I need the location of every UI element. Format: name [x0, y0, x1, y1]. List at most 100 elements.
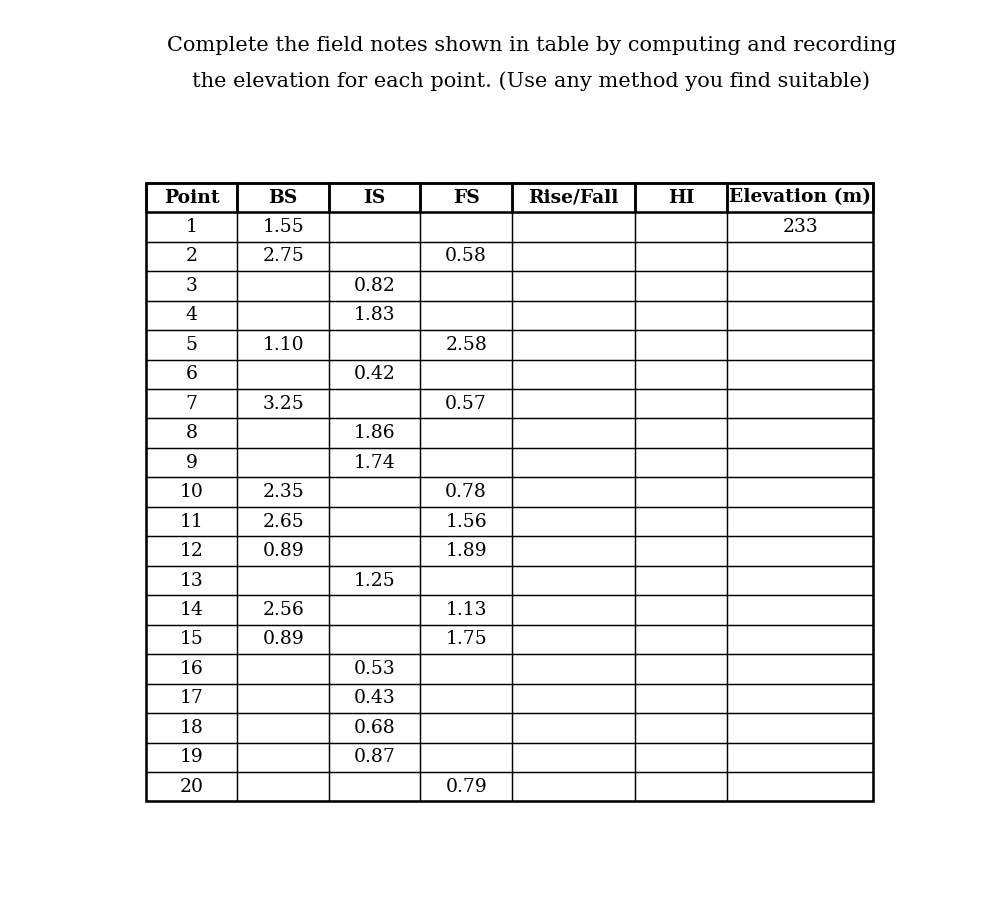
Bar	[420, 271, 512, 300]
Bar	[636, 359, 727, 389]
Text: 0.68: 0.68	[354, 719, 396, 737]
Text: Elevation (m): Elevation (m)	[729, 188, 871, 207]
Bar	[727, 478, 874, 507]
Bar	[329, 536, 420, 566]
Bar	[420, 359, 512, 389]
Text: 2.65: 2.65	[263, 512, 304, 531]
Bar	[636, 183, 727, 212]
Bar	[636, 507, 727, 536]
Text: 3: 3	[186, 277, 198, 295]
Bar	[727, 419, 874, 448]
Bar	[636, 625, 727, 654]
Bar	[636, 448, 727, 478]
Text: IS: IS	[363, 188, 386, 207]
Bar	[636, 566, 727, 595]
Bar	[420, 772, 512, 802]
Text: 19: 19	[180, 748, 204, 766]
Bar	[237, 595, 329, 625]
Text: 4: 4	[186, 307, 198, 324]
Text: 1.86: 1.86	[354, 424, 396, 442]
Bar	[420, 595, 512, 625]
Bar	[237, 772, 329, 802]
Bar	[727, 743, 874, 772]
Bar	[727, 183, 874, 212]
Bar	[636, 478, 727, 507]
Bar	[237, 271, 329, 300]
Text: 16: 16	[180, 660, 204, 678]
Bar	[727, 212, 874, 242]
Bar	[146, 536, 237, 566]
Text: 20: 20	[180, 778, 204, 795]
Text: 1.74: 1.74	[354, 454, 396, 471]
Bar	[237, 713, 329, 743]
Bar	[512, 478, 636, 507]
Bar	[512, 271, 636, 300]
Bar	[146, 625, 237, 654]
Bar	[237, 212, 329, 242]
Text: 8: 8	[186, 424, 198, 442]
Text: 0.82: 0.82	[353, 277, 396, 295]
Bar	[237, 536, 329, 566]
Text: 1.75: 1.75	[446, 631, 487, 649]
Bar	[727, 683, 874, 713]
Text: Point: Point	[163, 188, 219, 207]
Bar	[420, 419, 512, 448]
Bar	[512, 654, 636, 683]
Bar	[636, 536, 727, 566]
Text: 3.25: 3.25	[263, 395, 304, 413]
Bar	[727, 507, 874, 536]
Text: 1.55: 1.55	[263, 218, 304, 236]
Text: 2.35: 2.35	[263, 483, 304, 501]
Bar	[512, 448, 636, 478]
Bar	[329, 625, 420, 654]
Bar	[420, 625, 512, 654]
Bar	[727, 772, 874, 802]
Bar	[329, 300, 420, 330]
Bar	[420, 300, 512, 330]
Bar	[329, 683, 420, 713]
Bar	[727, 448, 874, 478]
Text: 0.43: 0.43	[354, 690, 396, 707]
Bar	[512, 713, 636, 743]
Bar	[237, 359, 329, 389]
Bar	[512, 389, 636, 419]
Bar	[146, 389, 237, 419]
Text: 6: 6	[186, 365, 198, 383]
Bar	[237, 743, 329, 772]
Bar	[146, 183, 874, 802]
Bar	[636, 271, 727, 300]
Text: 9: 9	[186, 454, 198, 471]
Bar	[512, 536, 636, 566]
Bar	[146, 359, 237, 389]
Bar	[512, 595, 636, 625]
Bar	[727, 713, 874, 743]
Text: 13: 13	[180, 571, 204, 590]
Bar	[146, 183, 237, 212]
Bar	[237, 683, 329, 713]
Bar	[237, 419, 329, 448]
Bar	[146, 212, 237, 242]
Bar	[237, 625, 329, 654]
Text: BS: BS	[269, 188, 298, 207]
Bar	[512, 330, 636, 359]
Bar	[420, 507, 512, 536]
Bar	[237, 654, 329, 683]
Bar	[420, 478, 512, 507]
Bar	[420, 212, 512, 242]
Bar	[329, 507, 420, 536]
Text: Rise/Fall: Rise/Fall	[528, 188, 619, 207]
Bar	[636, 330, 727, 359]
Bar	[329, 448, 420, 478]
Text: 0.87: 0.87	[353, 748, 396, 766]
Bar	[329, 654, 420, 683]
Bar	[727, 389, 874, 419]
Bar	[237, 389, 329, 419]
Bar	[512, 300, 636, 330]
Bar	[237, 448, 329, 478]
Text: 0.89: 0.89	[263, 631, 304, 649]
Bar	[329, 478, 420, 507]
Text: 1: 1	[186, 218, 198, 236]
Text: 0.58: 0.58	[445, 248, 487, 266]
Bar	[636, 242, 727, 271]
Bar	[329, 212, 420, 242]
